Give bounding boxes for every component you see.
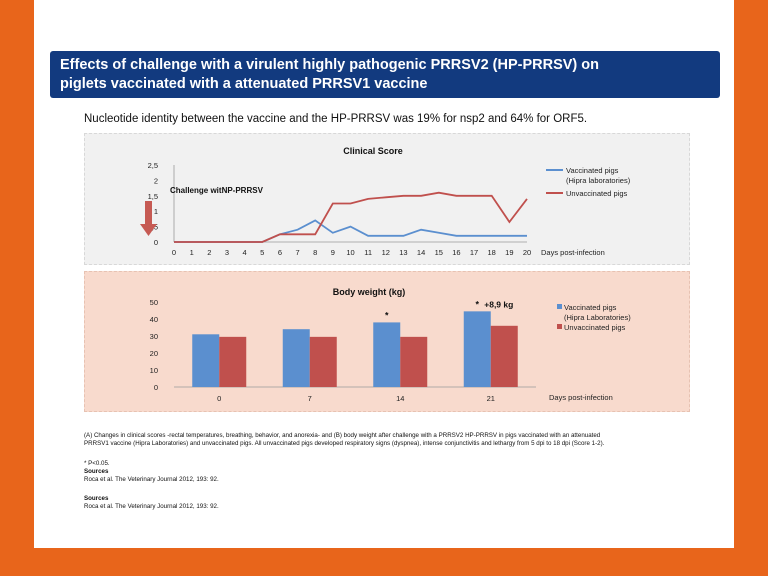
- bar-unvaccinated-day-14: [400, 336, 428, 387]
- difference-label: +8,9 kg: [484, 299, 513, 309]
- x-tick-label: 7: [308, 394, 312, 403]
- clinical-score-chart: Clinical Score00,511,522,501234567891011…: [140, 146, 631, 257]
- x-tick-label: 18: [488, 248, 496, 257]
- x-tick-label: 8: [313, 248, 317, 257]
- caption-line-1: (A) Changes in clinical scores -rectal t…: [84, 432, 601, 439]
- x-tick-label: 0: [217, 394, 221, 403]
- legend-swatch: [557, 324, 562, 329]
- body-weight-chart: Body weight (kg) 0 10 20 30 40 50 0 7 14 * 21 * +8,9 …: [150, 287, 632, 403]
- x-tick-label: 14: [396, 394, 404, 403]
- body-weight-panel: Body weight (kg) 0 10 20 30 40 50 0 7 14 * 21 * +8,9 …: [84, 271, 690, 412]
- x-tick-label: 5: [260, 248, 264, 257]
- y-tick-label: 10: [150, 366, 158, 375]
- bar-vaccinated-day-21: [463, 311, 491, 387]
- x-tick-label: 20: [523, 248, 531, 257]
- sources-text-2: Roca et al. The Veterinary Journal 2012,…: [84, 503, 219, 510]
- legend-label: Vaccinated pigs: [566, 166, 619, 175]
- y-tick-label: 2,5: [148, 161, 158, 170]
- significance-star: *: [475, 299, 479, 309]
- challenge-arrow-shaft: [145, 201, 152, 226]
- x-axis-label: Days post-infection: [541, 248, 605, 257]
- y-tick-label: 20: [150, 349, 158, 358]
- y-tick-label: 40: [150, 315, 158, 324]
- sources-heading-1: Sources: [84, 468, 109, 475]
- sources-text-1: Roca et al. The Veterinary Journal 2012,…: [84, 476, 219, 483]
- x-tick-label: 3: [225, 248, 229, 257]
- x-tick-label: 17: [470, 248, 478, 257]
- title-line-1: Effects of challenge with a virulent hig…: [60, 57, 599, 73]
- x-tick-label: 12: [382, 248, 390, 257]
- chart-title: Body weight (kg): [333, 287, 406, 297]
- x-tick-label: 16: [452, 248, 460, 257]
- x-tick-label: 10: [346, 248, 354, 257]
- legend-sublabel: (Hipra Laboratories): [564, 313, 631, 322]
- x-tick-label: 11: [364, 248, 372, 257]
- x-tick-label: 21: [487, 394, 495, 403]
- series-line-unvaccinated: [174, 191, 528, 243]
- legend-label: Vaccinated pigs: [564, 303, 617, 312]
- y-tick-label: 1,5: [148, 192, 158, 201]
- x-tick-label: 14: [417, 248, 425, 257]
- bar-unvaccinated-day-0: [219, 336, 247, 387]
- significance-star: *: [385, 310, 389, 320]
- bar-unvaccinated-day-7: [309, 336, 337, 387]
- x-tick-label: 7: [295, 248, 299, 257]
- challenge-annotation: Challenge witNP-PRRSV: [170, 186, 264, 195]
- bar-unvaccinated-day-21: [490, 325, 518, 387]
- bar-vaccinated-day-7: [282, 329, 310, 387]
- clinical-score-panel: Clinical Score00,511,522,501234567891011…: [84, 133, 690, 265]
- y-tick-label: 0: [154, 383, 158, 392]
- legend-label: Unvaccinated pigs: [566, 189, 628, 198]
- caption-text: (A) Changes in clinical scores -rectal t…: [84, 432, 714, 448]
- x-axis-label: Days post-infection: [549, 393, 613, 402]
- x-tick-label: 6: [278, 248, 282, 257]
- series-line-vaccinated: [174, 219, 527, 243]
- chart-title: Clinical Score: [343, 146, 403, 156]
- pvalue-note: * P<0.05.: [84, 460, 110, 467]
- challenge-arrow-head: [140, 224, 157, 236]
- sources-heading-2: Sources: [84, 495, 109, 502]
- x-tick-label: 0: [172, 248, 176, 257]
- caption-line-2: PRRSV1 vaccine (Hipra Laboratories) and …: [84, 440, 605, 447]
- x-tick-label: 13: [399, 248, 407, 257]
- subtitle: Nucleotide identity between the vaccine …: [84, 113, 588, 125]
- x-tick-label: 4: [243, 248, 247, 257]
- legend-sublabel: (Hipra laboratories): [566, 176, 631, 185]
- x-tick-label: 9: [331, 248, 335, 257]
- bar-vaccinated-day-14: [373, 322, 401, 387]
- legend-label: Unvaccinated pigs: [564, 323, 626, 332]
- x-tick-label: 15: [435, 248, 443, 257]
- y-tick-label: 1: [154, 207, 158, 216]
- title-line-2: piglets vaccinated with a attenuated PRR…: [60, 76, 428, 92]
- y-tick-label: 30: [150, 332, 158, 341]
- x-tick-label: 2: [207, 248, 211, 257]
- x-tick-label: 1: [190, 248, 194, 257]
- y-tick-label: 50: [150, 298, 158, 307]
- y-tick-label: 2: [154, 176, 158, 185]
- title-banner: Effects of challenge with a virulent hig…: [50, 51, 720, 98]
- bar-vaccinated-day-0: [192, 334, 220, 387]
- x-tick-label: 19: [505, 248, 513, 257]
- y-tick-label: 0: [154, 238, 158, 247]
- legend-swatch: [557, 304, 562, 309]
- slide-page: Effects of challenge with a virulent hig…: [34, 0, 734, 548]
